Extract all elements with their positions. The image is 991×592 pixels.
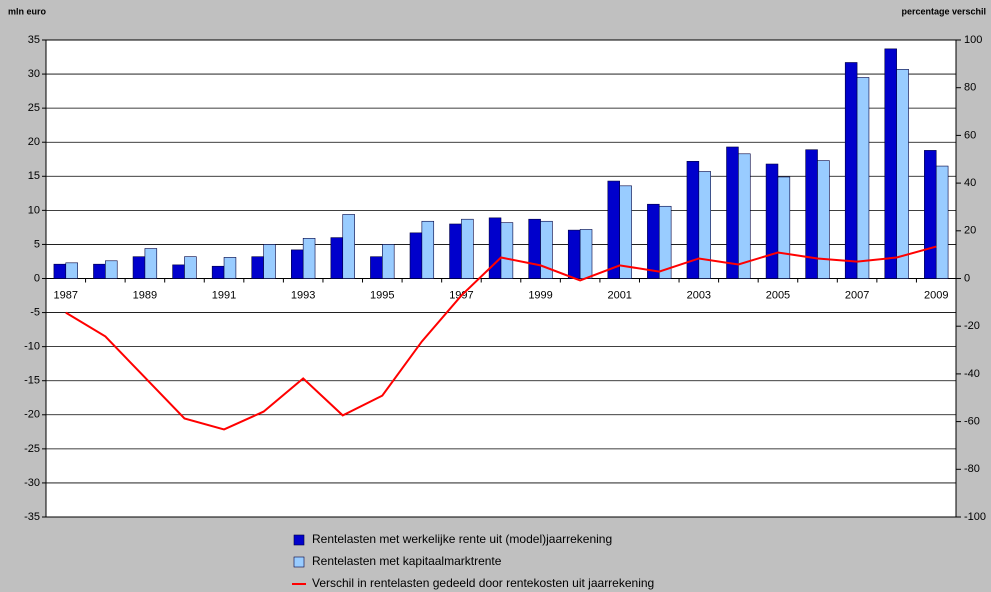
y2-tick-label: -100 xyxy=(964,511,986,523)
y-tick-label: 35 xyxy=(28,34,40,46)
x-tick-label: 1993 xyxy=(291,289,315,301)
bar xyxy=(540,220,553,279)
bar xyxy=(765,163,779,279)
bar xyxy=(251,256,264,279)
bar xyxy=(449,223,462,279)
y-tick-label: -5 xyxy=(30,306,40,318)
x-tick-label: 2005 xyxy=(766,289,790,301)
y-axis-label: mln euro xyxy=(8,6,47,16)
y-tick-label: -35 xyxy=(24,511,40,523)
bar xyxy=(777,176,791,279)
bar xyxy=(53,263,67,279)
y2-tick-label: 100 xyxy=(964,34,982,46)
bar xyxy=(607,180,620,279)
bar xyxy=(65,262,78,279)
y2-tick-label: -80 xyxy=(964,463,980,475)
bar xyxy=(647,203,660,279)
legend-label: Verschil in rentelasten gedeeld door ren… xyxy=(312,576,654,590)
y2-tick-label: -40 xyxy=(964,368,980,380)
x-tick-label: 2001 xyxy=(607,289,631,301)
bar xyxy=(105,260,118,279)
bar xyxy=(856,77,870,279)
x-tick-label: 1999 xyxy=(528,289,552,301)
legend-key xyxy=(293,534,305,546)
bar xyxy=(738,153,751,279)
y2-tick-label: -60 xyxy=(964,416,980,428)
bar xyxy=(172,264,185,279)
bar xyxy=(817,160,830,279)
bar xyxy=(579,229,593,279)
y-tick-label: 0 xyxy=(34,272,40,284)
x-tick-label: 2007 xyxy=(845,289,869,301)
y2-tick-label: 20 xyxy=(964,225,976,237)
bar xyxy=(421,220,435,279)
bar xyxy=(223,257,237,279)
bar xyxy=(342,214,355,279)
bar xyxy=(184,256,197,279)
y2-tick-label: 40 xyxy=(964,177,976,189)
bar xyxy=(619,185,632,279)
y-tick-label: 30 xyxy=(28,68,40,80)
y-tick-label: 5 xyxy=(34,238,40,250)
bar xyxy=(409,232,423,279)
bar xyxy=(144,248,158,279)
x-tick-label: 2003 xyxy=(687,289,711,301)
bar xyxy=(132,256,146,279)
bar xyxy=(896,69,909,279)
x-tick-label: 1989 xyxy=(133,289,157,301)
y2-axis-label: percentage verschil xyxy=(901,6,986,16)
bar xyxy=(382,244,395,279)
bar xyxy=(370,256,383,279)
x-tick-label: 1995 xyxy=(370,289,394,301)
y-tick-label: -10 xyxy=(24,341,40,353)
legend-label: Rentelasten met kapitaalmarktrente xyxy=(312,554,502,568)
legend-label: Rentelasten met werkelijke rente uit (mo… xyxy=(312,532,612,546)
y-tick-label: -20 xyxy=(24,409,40,421)
bar xyxy=(884,48,897,279)
x-tick-label: 1987 xyxy=(54,289,78,301)
y-tick-label: 20 xyxy=(28,136,40,148)
y-tick-label: -30 xyxy=(24,477,40,489)
bar xyxy=(93,263,106,279)
y2-tick-label: 0 xyxy=(964,272,970,284)
bar xyxy=(567,229,581,279)
line-series xyxy=(65,245,937,431)
bar xyxy=(330,237,344,279)
x-tick-label: 2009 xyxy=(924,289,948,301)
bar xyxy=(263,244,276,279)
y-tick-label: -15 xyxy=(24,375,40,387)
bar xyxy=(461,218,474,279)
bar xyxy=(698,171,711,279)
y-tick-label: 25 xyxy=(28,102,40,114)
bar xyxy=(924,150,937,279)
bar xyxy=(488,217,502,279)
x-tick-label: 1991 xyxy=(212,289,236,301)
y2-tick-label: -20 xyxy=(964,320,980,332)
bar xyxy=(291,249,304,279)
bar xyxy=(500,222,514,279)
bar xyxy=(935,165,949,279)
y2-tick-label: 80 xyxy=(964,82,976,94)
y-tick-label: 10 xyxy=(28,204,40,216)
bar xyxy=(528,218,541,279)
y2-tick-label: 60 xyxy=(964,129,976,141)
bar xyxy=(211,265,225,279)
y-tick-label: -25 xyxy=(24,443,40,455)
y-tick-label: 15 xyxy=(28,170,40,182)
bar xyxy=(302,237,316,279)
legend-key xyxy=(293,556,305,568)
bar xyxy=(658,205,672,279)
bar xyxy=(726,146,739,279)
bar xyxy=(844,62,858,279)
